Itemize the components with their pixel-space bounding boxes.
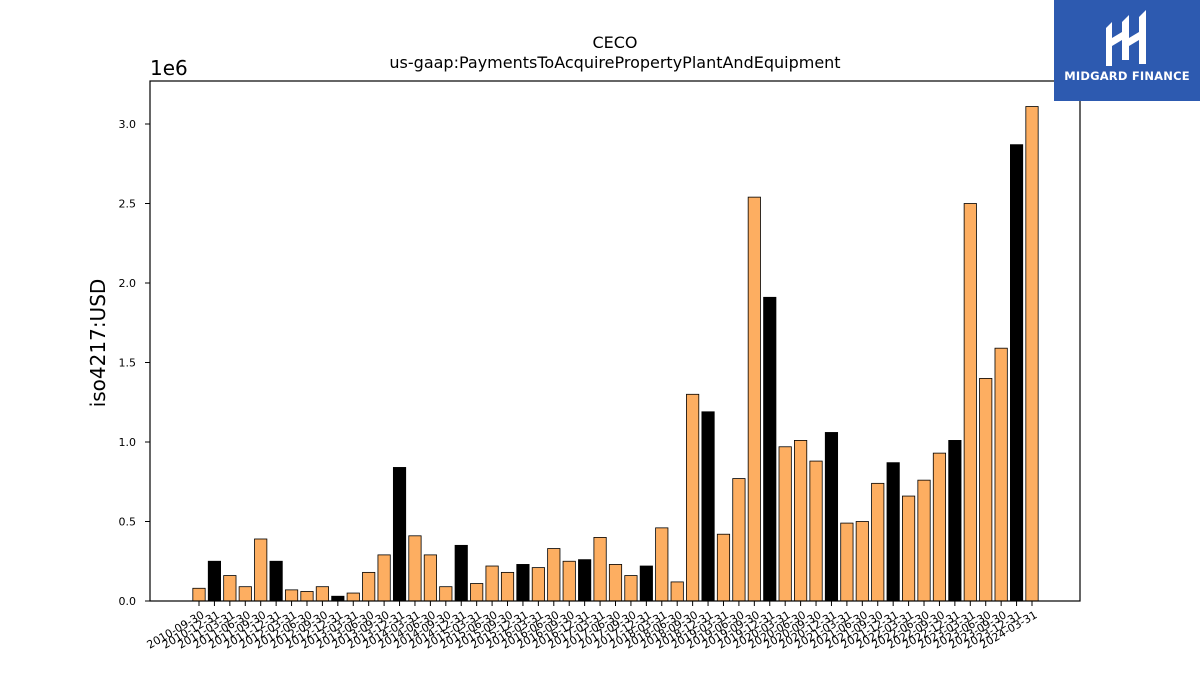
bar-2024-03-31 bbox=[1025, 106, 1039, 602]
bar-2011-12-31 bbox=[269, 560, 283, 602]
bar-2023-09-30 bbox=[994, 347, 1008, 602]
bar-2011-03-31 bbox=[223, 575, 237, 602]
bar-2010-09-30 bbox=[192, 587, 206, 602]
y-tick-label: 1.0 bbox=[119, 436, 137, 449]
bar-2013-12-31 bbox=[392, 467, 407, 602]
bar-2017-06-30 bbox=[608, 564, 623, 602]
bar-2017-12-31 bbox=[639, 565, 653, 602]
bar-2018-12-31 bbox=[701, 411, 715, 602]
bar-2011-06-30 bbox=[238, 586, 252, 602]
bar-2014-03-31 bbox=[408, 535, 422, 602]
bar-2012-06-30 bbox=[300, 591, 314, 602]
bar-2022-06-30 bbox=[917, 479, 931, 602]
chart-subtitle: us-gaap:PaymentsToAcquirePropertyPlantAn… bbox=[389, 53, 840, 72]
bar-2021-06-30 bbox=[855, 521, 869, 602]
bar-2020-09-30 bbox=[809, 460, 823, 602]
bars bbox=[192, 106, 1039, 602]
bar-2014-09-30 bbox=[439, 586, 453, 602]
bar-2010-12-31 bbox=[207, 560, 221, 602]
bar-2021-09-30 bbox=[871, 482, 885, 602]
bar-2012-12-31 bbox=[331, 595, 345, 602]
bar-2021-12-31 bbox=[886, 462, 900, 602]
bar-2015-09-30 bbox=[500, 571, 515, 602]
y-axis-label: iso4217:USD bbox=[86, 279, 110, 408]
bar-2015-12-31 bbox=[516, 564, 530, 602]
bar-2016-03-31 bbox=[531, 567, 545, 602]
bar-2012-09-30 bbox=[315, 586, 329, 602]
bar-2013-03-31 bbox=[346, 592, 360, 602]
bar-2017-09-30 bbox=[624, 575, 638, 602]
bar-2020-06-30 bbox=[794, 440, 808, 602]
bar-2022-03-31 bbox=[902, 495, 916, 602]
brand-name: MIDGARD FINANCE bbox=[1064, 69, 1190, 83]
bar-2019-06-30 bbox=[732, 478, 746, 602]
midgard-logo-icon bbox=[1106, 10, 1146, 66]
bar-2018-06-30 bbox=[670, 581, 684, 602]
bar-2017-03-31 bbox=[593, 537, 607, 602]
y-multiplier: 1e6 bbox=[150, 56, 188, 80]
bar-2016-12-31 bbox=[578, 559, 592, 602]
bar-2018-09-30 bbox=[686, 393, 700, 602]
bar-2022-09-30 bbox=[932, 452, 947, 602]
bar-2020-12-31 bbox=[824, 432, 839, 602]
y-tick-label: 3.0 bbox=[119, 118, 137, 131]
bar-2022-12-31 bbox=[948, 440, 962, 602]
bar-2016-09-30 bbox=[562, 560, 576, 602]
bar-2014-12-31 bbox=[454, 544, 468, 602]
plot-frame bbox=[149, 80, 1081, 602]
bar-2019-03-31 bbox=[716, 533, 731, 602]
bar-2023-06-30 bbox=[979, 377, 993, 602]
bar-2011-09-30 bbox=[254, 538, 268, 602]
bar-2016-06-30 bbox=[547, 548, 561, 602]
y-tick-label: 2.5 bbox=[119, 198, 137, 211]
bar-2012-03-31 bbox=[284, 589, 299, 602]
bar-2019-09-30 bbox=[747, 196, 761, 602]
x-axis: 2010-09-302010-12-312011-03-312011-06-30… bbox=[145, 601, 1040, 652]
brand-logo: MIDGARD FINANCE bbox=[1054, 0, 1200, 101]
bar-2021-03-31 bbox=[840, 522, 854, 602]
bar-2023-12-31 bbox=[1010, 144, 1024, 602]
y-tick-label: 0.5 bbox=[119, 516, 137, 529]
y-tick-label: 2.0 bbox=[119, 277, 137, 290]
bar-2015-06-30 bbox=[485, 565, 499, 602]
chart-title: CECO bbox=[592, 33, 637, 52]
y-tick-label: 0.0 bbox=[119, 595, 137, 608]
bar-2013-09-30 bbox=[377, 554, 391, 602]
bar-2020-03-31 bbox=[778, 446, 792, 602]
bar-2014-06-30 bbox=[423, 554, 437, 602]
bar-2018-03-31 bbox=[655, 527, 669, 602]
y-axis: 0.0 0.5 1.0 1.5 2.0 2.5 3.0 bbox=[119, 118, 150, 608]
bar-2023-03-31 bbox=[963, 203, 977, 602]
y-tick-label: 1.5 bbox=[119, 357, 137, 370]
bar-2015-03-31 bbox=[470, 583, 484, 602]
bar-2013-06-30 bbox=[362, 571, 376, 602]
bar-2019-12-31 bbox=[763, 296, 777, 602]
